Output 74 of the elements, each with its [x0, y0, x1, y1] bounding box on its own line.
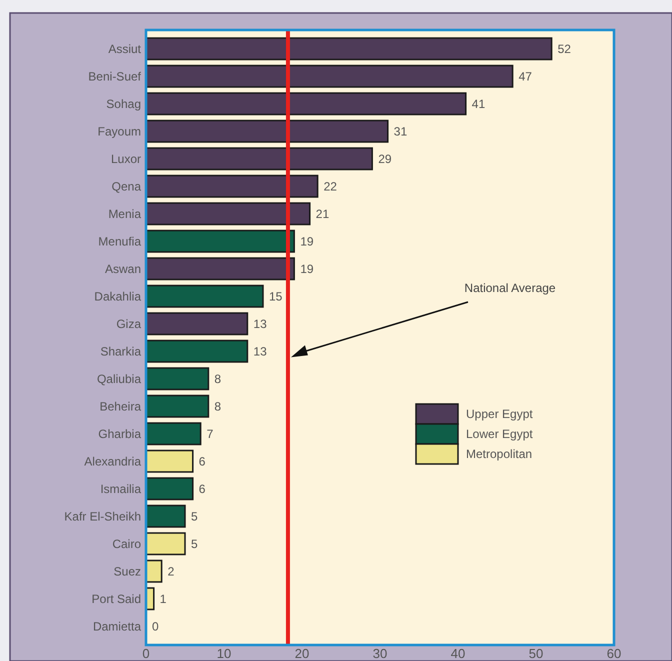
data-label: 6 — [198, 454, 206, 468]
y-tick-label: Cairo — [112, 536, 142, 551]
y-tick-label: Qena — [112, 179, 142, 194]
bar — [145, 422, 202, 446]
y-tick-label: Beheira — [100, 399, 142, 414]
data-label: 13 — [253, 316, 268, 331]
data-label: 6 — [198, 482, 206, 496]
data-label: 7 — [206, 426, 214, 441]
data-label: 2 — [168, 564, 175, 578]
bar — [145, 64, 514, 88]
y-tick-label: Kafr El-Sheikh — [64, 509, 141, 524]
x-tick-label: 40 — [450, 646, 466, 661]
data-label: 8 — [214, 372, 222, 386]
bar — [145, 340, 248, 363]
bar — [145, 257, 295, 280]
y-tick-label: Qaliubia — [96, 372, 142, 386]
legend-label: Lower Egypt — [466, 427, 534, 442]
y-tick-label: Suez — [114, 564, 141, 578]
data-label: 15 — [269, 289, 283, 304]
y-tick-label: Sharkia — [100, 344, 142, 358]
legend-label: Upper Egypt — [466, 407, 534, 422]
bar — [145, 174, 318, 198]
bar — [145, 367, 210, 390]
bar — [145, 504, 186, 528]
y-tick-label: Beni-Suef — [88, 69, 142, 84]
bar — [145, 147, 373, 170]
data-label: 47 — [518, 69, 532, 84]
bar — [145, 284, 264, 308]
y-tick-label: Alexandria — [84, 454, 142, 468]
data-label: 0 — [152, 619, 159, 634]
y-tick-label: Dakahlia — [94, 289, 142, 304]
x-tick-label: 10 — [216, 646, 232, 661]
x-tick-label: 30 — [372, 646, 388, 661]
data-label: 5 — [191, 536, 198, 551]
y-tick-label: Port Said — [92, 592, 141, 606]
x-tick-label: 20 — [294, 646, 310, 661]
data-label: 22 — [324, 179, 338, 194]
y-tick-label: Sohag — [106, 96, 141, 111]
y-tick-label: Damietta — [92, 619, 142, 634]
x-tick-label: 60 — [606, 646, 622, 661]
y-tick-label: Assiut — [108, 42, 142, 56]
y-tick-label: Menufia — [98, 234, 142, 248]
y-tick-label: Menia — [108, 206, 142, 221]
y-tick-label: Aswan — [104, 262, 141, 276]
data-label: 52 — [558, 42, 572, 56]
data-label: 41 — [472, 96, 486, 111]
bar — [145, 450, 194, 473]
bar — [145, 230, 295, 253]
data-label: 19 — [300, 262, 314, 276]
y-tick-label: Fayoum — [98, 124, 141, 138]
data-label: 19 — [300, 234, 314, 248]
bar — [145, 532, 186, 556]
annotation: National Average — [464, 281, 556, 295]
data-label: 1 — [160, 592, 167, 606]
data-label: 8 — [214, 399, 222, 414]
bar — [145, 92, 467, 116]
x-tick-label: 50 — [528, 646, 544, 661]
x-tick-label: 0 — [142, 646, 150, 661]
y-tick-label: Luxor — [110, 152, 141, 166]
bar — [145, 202, 311, 226]
bar — [145, 394, 210, 418]
y-tick-label: Ismailia — [100, 482, 142, 496]
data-label: 29 — [378, 152, 392, 166]
data-label: 5 — [191, 509, 198, 524]
data-label: 21 — [316, 206, 330, 221]
bar — [145, 477, 194, 500]
legend-label: Metropolitan — [466, 447, 532, 462]
y-tick-label: Gharbia — [98, 426, 142, 441]
data-label: 13 — [253, 344, 268, 358]
y-tick-label: Giza — [116, 316, 142, 331]
data-label: 31 — [394, 124, 408, 138]
bar — [145, 312, 248, 336]
bar — [145, 37, 552, 60]
bar — [145, 120, 389, 143]
